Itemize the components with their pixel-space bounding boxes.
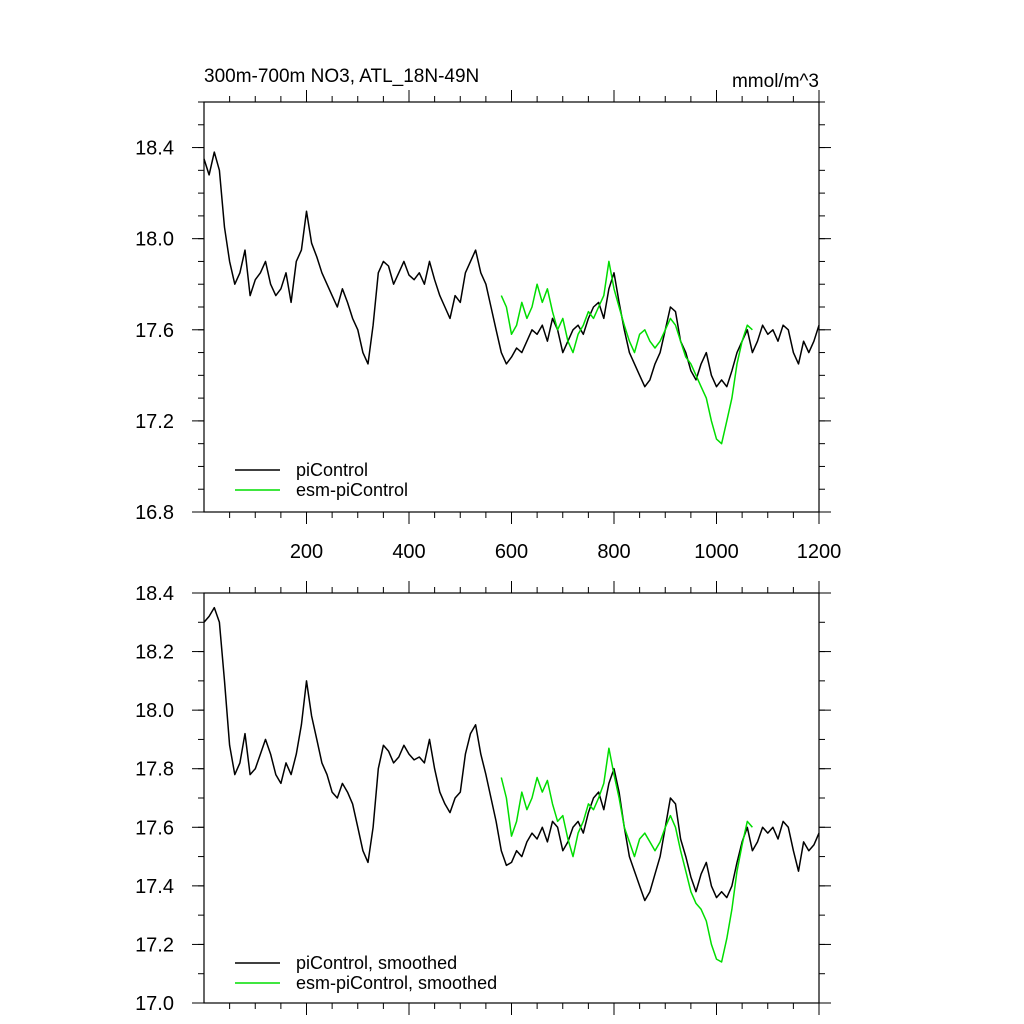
bottom-panel: 17.0 17.2 17.4 17.6 17.8 18.0 18.2 18.4 piContr… [135,581,831,1015]
top-plot-area [203,151,820,445]
top-axes-ticks: 16.8 17.2 17.6 18.0 18.4 200 400 600 800 1000 1200 [135,90,841,563]
top-ytick-label: 18.4 [135,138,174,160]
top-xtick-label: 600 [495,541,528,563]
chart-title: 300m-700m NO3, ATL_18N-49N [204,66,479,87]
bottom-ytick-label: 18.2 [135,642,174,664]
top-series-line-picontrol [203,151,820,388]
top-ytick-label: 16.8 [135,502,174,524]
top-xtick-label: 1200 [797,541,842,563]
bottom-axes-ticks: 17.0 17.2 17.4 17.6 17.8 18.0 18.2 18.4 [135,581,831,1015]
bottom-ytick-label: 17.2 [135,934,174,956]
top-xtick-label: 1000 [694,541,739,563]
bottom-legend-label: esm-piControl, smoothed [296,973,497,993]
top-legend-label: piControl [296,460,368,480]
top-ytick-label: 17.2 [135,411,174,433]
bottom-ytick-label: 17.4 [135,876,174,898]
top-series-line-esm-picontrol [500,260,753,445]
bottom-ytick-label: 17.8 [135,759,174,781]
top-xtick-label: 200 [290,541,323,563]
top-legend-label: esm-piControl [296,480,408,500]
bottom-ytick-label: 18.4 [135,583,174,605]
bottom-plot-area [203,606,820,963]
bottom-series-line-esm-picontrol [500,747,753,963]
bottom-ytick-label: 17.6 [135,817,174,839]
top-xtick-label: 400 [392,541,425,563]
top-xtick-label: 800 [597,541,630,563]
top-ytick-label: 18.0 [135,229,174,251]
bottom-series-line-picontrol [203,606,820,902]
top-ytick-label: 17.6 [135,320,174,342]
units-label: mmol/m^3 [732,71,819,92]
bottom-ytick-label: 18.0 [135,700,174,722]
bottom-legend-label: piControl, smoothed [296,953,457,973]
bottom-ytick-label: 17.0 [135,993,174,1015]
top-panel: 16.8 17.2 17.6 18.0 18.4 200 400 600 800 1000 1200… [135,90,841,563]
top-plot-frame [203,101,820,513]
